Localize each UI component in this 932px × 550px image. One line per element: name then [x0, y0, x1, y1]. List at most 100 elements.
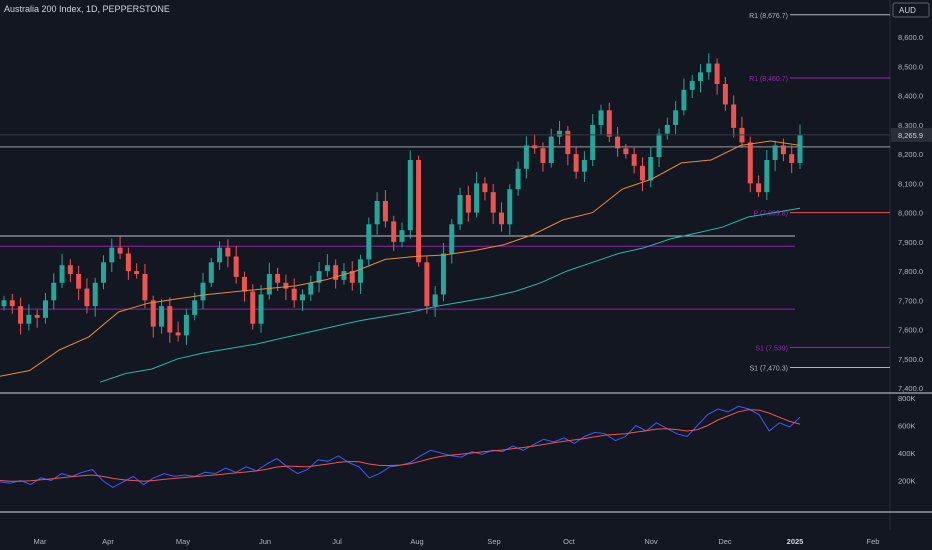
candle-body — [175, 332, 181, 336]
price-tick-label: 8,300.0 — [898, 121, 923, 130]
candle-body — [532, 145, 538, 149]
candle-body — [772, 145, 778, 160]
volume-line — [0, 405, 801, 488]
candle-body — [573, 154, 579, 172]
candle-body — [706, 63, 712, 73]
candle-body — [507, 189, 513, 225]
candle-body — [34, 314, 40, 318]
pivot-level-label: P (7,999.8) — [753, 211, 788, 218]
candle-body — [233, 256, 239, 277]
candle-body — [391, 221, 397, 242]
candle-body — [225, 247, 231, 257]
candle-body — [432, 294, 438, 307]
time-tick-label: Apr — [102, 537, 114, 546]
candle-body — [407, 160, 413, 231]
candle-body — [457, 195, 463, 225]
currency-badge[interactable] — [892, 2, 930, 18]
candle-body — [217, 247, 223, 263]
candle-body — [499, 212, 504, 225]
chart-title: Australia 200 Index, 1D, PEPPERSTONE — [4, 4, 170, 14]
time-tick-label: Nov — [644, 537, 658, 546]
candle-body — [308, 282, 314, 295]
time-tick-label: Dec — [718, 537, 732, 546]
candle-body — [780, 145, 786, 155]
candle-body — [764, 160, 770, 193]
candle-body — [523, 145, 529, 169]
price-tick-label: 7,900.0 — [898, 238, 923, 247]
candle-body — [1, 300, 7, 307]
candle-body — [656, 133, 662, 158]
candle-body — [117, 247, 123, 254]
candle-body — [333, 265, 339, 280]
candle-body — [714, 63, 720, 84]
candle-body — [673, 110, 679, 125]
candle-body — [59, 265, 65, 283]
candle-body — [639, 165, 645, 181]
candle-body — [159, 306, 165, 327]
candle-body — [581, 160, 587, 172]
candle-body — [440, 253, 446, 295]
candle-body — [349, 271, 355, 283]
current-price-label: 8,265.9 — [898, 131, 923, 140]
candle-body — [789, 154, 795, 163]
time-tick-label: May — [176, 537, 190, 546]
candle-body — [76, 274, 82, 289]
candle-body — [490, 192, 496, 213]
price-tick-label: 8,200.0 — [898, 150, 923, 159]
candle-body — [266, 274, 272, 295]
candle-body — [399, 230, 405, 242]
candle-body — [756, 183, 762, 193]
time-tick-label: 2025 — [787, 537, 804, 546]
candle-body — [67, 265, 73, 274]
candle-body — [134, 271, 140, 274]
ma-fast-line — [0, 140, 801, 377]
candle-body — [109, 247, 115, 263]
price-tick-label: 7,600.0 — [898, 326, 923, 335]
candle-body — [324, 265, 330, 272]
candle-body — [341, 271, 347, 280]
candle-body — [631, 154, 637, 166]
candle-body — [192, 300, 198, 315]
candle-body — [606, 110, 612, 137]
candle-body — [722, 84, 728, 105]
candle-body — [9, 300, 15, 307]
candle-body — [615, 136, 621, 149]
candle-body — [416, 160, 422, 263]
candle-body — [101, 262, 106, 283]
candle-body — [449, 224, 455, 254]
candle-body — [465, 195, 471, 213]
ma-slow-line — [99, 207, 801, 383]
candle-body — [366, 224, 372, 260]
price-tick-label: 8,000.0 — [898, 209, 923, 218]
candle-body — [241, 276, 247, 292]
candle-body — [540, 148, 546, 163]
candle-body — [200, 282, 206, 301]
candle-body — [84, 288, 90, 307]
candle-body — [565, 130, 571, 155]
pivot-level-label: R1 (8,460.7) — [749, 76, 788, 83]
candle-body — [167, 306, 173, 333]
candle-body — [797, 135, 803, 163]
candle-body — [515, 168, 521, 190]
price-tick-label: 7,400.0 — [898, 384, 923, 393]
candle-body — [698, 72, 703, 82]
volume-ma-line — [0, 409, 801, 482]
candle-body — [150, 300, 156, 327]
current-price-badge — [891, 127, 932, 142]
time-tick-label: Aug — [410, 537, 423, 546]
volume-tick-label: 200K — [898, 477, 916, 486]
candle-body — [283, 282, 289, 289]
candle-body — [747, 142, 753, 184]
pivot-level-label: R1 (8,676.7) — [749, 13, 788, 20]
candle-body — [18, 306, 24, 324]
candle-body — [300, 294, 305, 301]
candle-body — [557, 130, 563, 137]
time-tick-label: Feb — [867, 537, 880, 546]
candle-body — [382, 200, 388, 222]
price-tick-label: 7,800.0 — [898, 267, 923, 276]
candle-body — [598, 110, 604, 125]
volume-tick-label: 800K — [898, 394, 916, 403]
candle-body — [291, 288, 297, 301]
candle-body — [92, 282, 98, 307]
